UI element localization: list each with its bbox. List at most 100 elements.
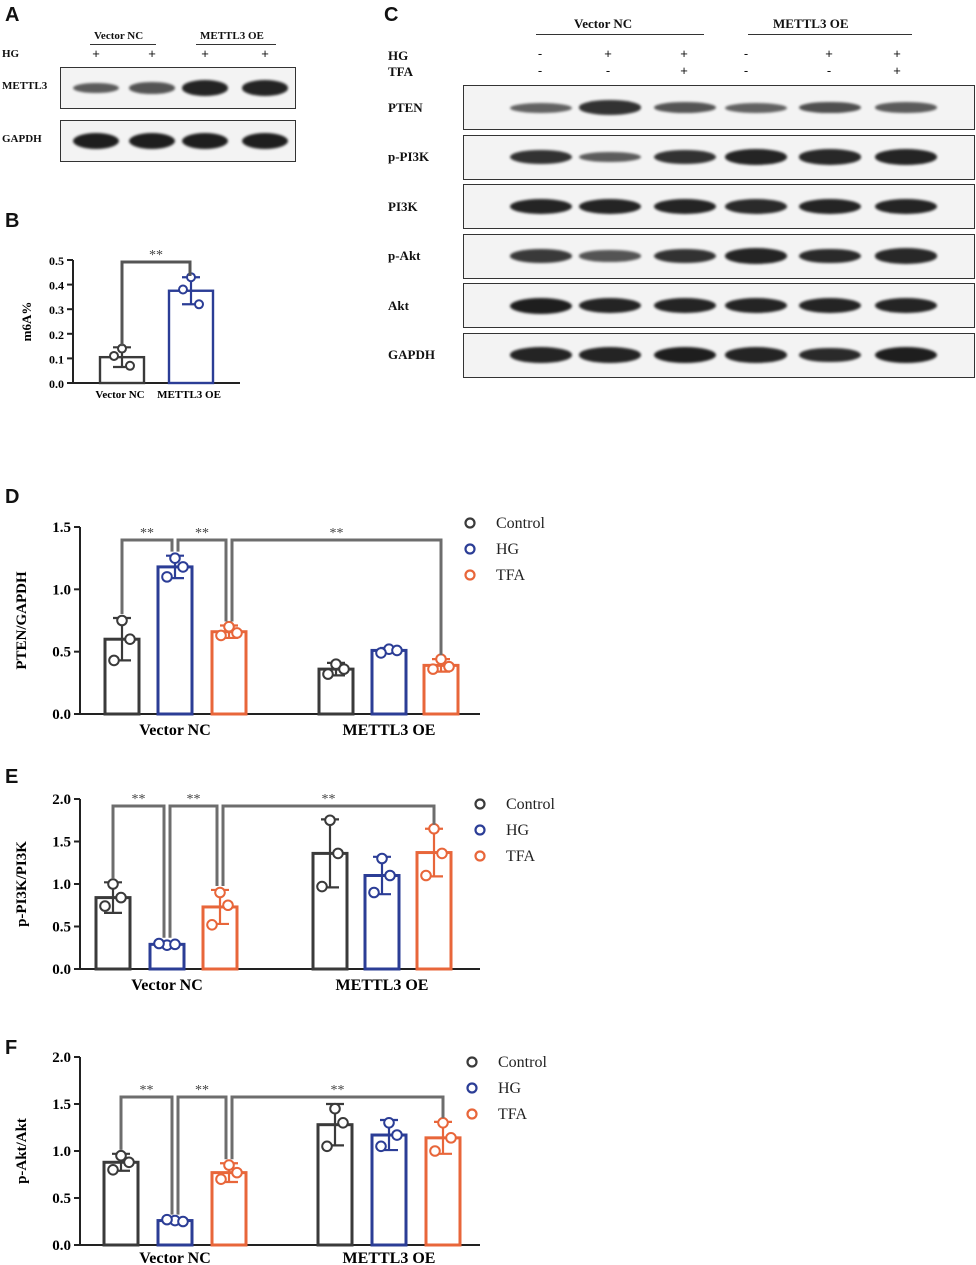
panel-e-control-data-point	[316, 880, 328, 893]
panel-a-band	[182, 133, 228, 149]
panel-e-tfa-data-point	[206, 919, 218, 931]
panel-d-hg-data-point	[375, 647, 387, 659]
panel-d-control-data-point	[108, 654, 120, 667]
panel-c-band	[725, 248, 787, 264]
panel-b-0-data-point	[125, 360, 135, 371]
panel-c-band	[875, 297, 937, 314]
panel-c-band	[875, 248, 937, 264]
panel-e-hg-data-point	[384, 869, 396, 882]
panel-d-tfa-data-point	[215, 629, 227, 642]
panel-f-legend-marker	[466, 1108, 478, 1120]
panel-a-hg-label: HG	[2, 48, 20, 60]
panel-f-significance-bracket	[119, 1095, 174, 1215]
panel-e-tfa-data-point	[420, 869, 432, 882]
panel-f-significance-label: **	[195, 1083, 209, 1098]
panel-e-tfa-data-point	[436, 847, 448, 860]
panel-c-band	[579, 297, 641, 314]
panel-b-1-data-point	[178, 284, 188, 295]
panel-f-control-data-point	[337, 1117, 349, 1129]
panel-c-band	[875, 347, 937, 363]
panel-a-hg-sign: +	[148, 46, 156, 61]
panel-a-band	[182, 80, 228, 96]
panel-c-blot-label: PI3K	[388, 198, 418, 214]
panel-c-blot-label: p-Akt	[388, 248, 421, 263]
panel-e-significance-label: **	[322, 792, 336, 807]
panel-d-x-group-label: METTL3 OE	[343, 722, 436, 739]
panel-c-band	[510, 249, 572, 263]
panel-letter-f: F	[5, 1037, 18, 1059]
panel-d-y-axis-label: PTEN/GAPDH	[14, 571, 30, 670]
panel-d-significance-label: **	[140, 526, 154, 541]
panel-f-significance-label: **	[331, 1083, 345, 1098]
panel-f-hg-data-point	[161, 1213, 173, 1226]
panel-e-hg-data-point	[376, 852, 388, 865]
panel-e-tfa-data-point	[222, 899, 234, 912]
panel-d-tfa-data-point	[443, 660, 455, 673]
panel-a-band	[129, 133, 175, 149]
panel-e-legend-marker	[474, 798, 486, 810]
panel-f-hg-data-point	[375, 1140, 387, 1153]
panel-d-y-tick-label: 0.0	[52, 707, 71, 723]
panel-e-significance-label: **	[132, 792, 146, 807]
panel-c-band	[579, 198, 641, 215]
panel-e-legend-label: HG	[506, 822, 530, 839]
panel-f-y-tick-label: 1.5	[52, 1097, 71, 1113]
panel-c-band	[654, 198, 716, 215]
panel-f-x-group-label: METTL3 OE	[343, 1250, 436, 1265]
panel-d-tfa-data-point	[427, 663, 439, 675]
panel-d-legend-label: HG	[496, 541, 520, 558]
panel-f-control-data-point	[115, 1149, 127, 1162]
panel-c-band	[799, 198, 861, 215]
panel-f-hg-data-point	[391, 1129, 403, 1141]
panel-d-hg-bar	[156, 565, 194, 716]
panel-e-tfa-data-point	[214, 886, 226, 899]
panel-letter-d: D	[5, 486, 20, 508]
panel-e-hg-data-point	[169, 938, 181, 951]
panel-c-band	[579, 100, 641, 115]
panel-f-significance-bracket	[230, 1095, 445, 1160]
panel-f-control-data-point	[107, 1164, 119, 1176]
panel-f-tfa-data-point	[429, 1145, 441, 1157]
panel-c-hg-sign: +	[825, 46, 833, 61]
panel-a-band	[73, 133, 119, 149]
panel-c-band	[725, 102, 787, 113]
panel-c-blot-label: Akt	[388, 297, 409, 313]
panel-c-band	[510, 347, 572, 363]
panel-c-band	[654, 149, 716, 165]
panel-e-hg-data-point	[368, 886, 380, 899]
panel-c-blot-label: GAPDH	[388, 347, 435, 362]
panel-d-significance-bracket	[230, 538, 443, 656]
panel-c-tfa-sign: -	[605, 63, 611, 78]
panel-e-y-tick-label: 0.5	[52, 920, 71, 936]
panel-b-significance-bracket	[120, 260, 192, 347]
panel-d-significance-label: **	[195, 526, 209, 541]
panel-c-hg-sign: +	[680, 46, 688, 61]
panel-c-band	[654, 101, 716, 114]
panel-c-tfa-sign: -	[743, 63, 749, 78]
panel-d-significance-bracket	[120, 538, 174, 615]
panel-e-significance-bracket	[221, 804, 436, 886]
panel-b-x-tick-label: Vector NC	[95, 389, 144, 401]
panel-c-hg-sign: -	[537, 46, 543, 61]
panel-d-hg-bar	[370, 648, 408, 716]
panel-a-group-vector-nc: Vector NC	[94, 30, 144, 42]
panel-c-band	[579, 250, 641, 262]
panel-e-x-group-label: Vector NC	[131, 977, 203, 994]
panel-b-y-tick-label: 0.4	[49, 279, 64, 293]
panel-c-tfa-label: TFA	[388, 64, 414, 79]
panel-b-1-data-point	[194, 299, 204, 310]
panel-letter-b: B	[5, 210, 20, 232]
panel-c-band	[725, 199, 787, 214]
panel-d-legend-label: Control	[496, 515, 545, 532]
panel-f-control-bar	[102, 1160, 140, 1247]
panel-b-significance-label: **	[149, 248, 163, 263]
panel-c-hg-sign: -	[743, 46, 749, 61]
panel-d-tfa-data-point	[223, 620, 235, 633]
panel-f-legend-label: Control	[498, 1054, 547, 1071]
panel-f-y-tick-label: 2.0	[52, 1050, 71, 1066]
panel-f-tfa-data-point	[223, 1159, 235, 1171]
panel-f-legend-label: HG	[498, 1080, 522, 1097]
panel-d-hg-data-point	[391, 644, 403, 657]
panel-c-group-line-1	[536, 34, 704, 35]
